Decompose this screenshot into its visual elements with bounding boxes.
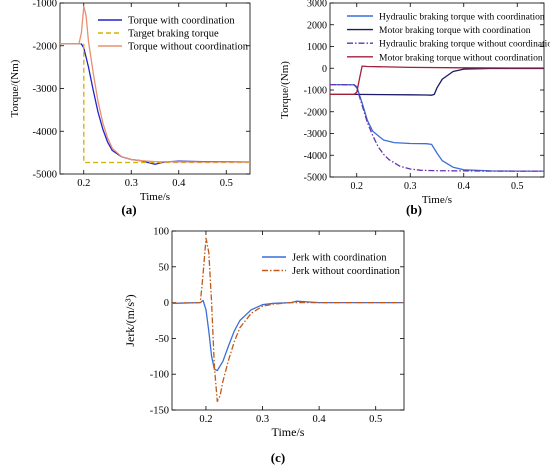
chart-a: 0.2 0.3 0.4 0.5 -5000 -4000 -3000 -2000 -1000 Tim… [9, 0, 251, 203]
series-line-3 [60, 5, 250, 163]
legend-label: Hydraulic braking torque with coordinati… [379, 13, 545, 23]
legend-label: Motor braking torque without coordinatio… [379, 53, 543, 63]
y-tick-label: 0 [322, 64, 327, 75]
y-tick-label: -3000 [304, 129, 327, 140]
x-tick-label: 0.3 [404, 181, 417, 192]
series-line-2 [60, 42, 250, 164]
y-axis-label: Torque/(Nm) [279, 61, 291, 119]
y-tick-label: -4000 [33, 127, 58, 138]
x-axis-label: Time/s [140, 191, 170, 203]
series-line-3 [330, 83, 544, 172]
x-tick-label: 0.4 [313, 414, 327, 425]
legend-label: Torque with coordination [128, 16, 235, 27]
panel-label-a: (a) [121, 202, 136, 217]
series-line-1 [172, 299, 404, 372]
x-axis-label: Time/s [272, 425, 305, 439]
y-tick-label: 0 [164, 298, 169, 309]
legend-label: Hydraulic braking torque without coordin… [379, 40, 550, 50]
y-tick-label: -1000 [304, 86, 327, 97]
y-tick-label: 1000 [307, 42, 327, 53]
panel-label-c: (c) [271, 450, 285, 465]
x-tick-label: 0.4 [458, 181, 471, 192]
x-tick-label: 0.3 [256, 414, 269, 425]
x-tick-label: 0.3 [125, 178, 138, 189]
legend-label: Motor braking torque with coordination [379, 26, 531, 36]
x-tick-label: 0.2 [351, 181, 364, 192]
y-tick-label: -5000 [33, 170, 58, 181]
plot-frame [171, 230, 405, 411]
y-tick-label: -5000 [304, 173, 327, 184]
x-tick-label: 0.4 [172, 178, 186, 189]
y-tick-label: -50 [155, 334, 169, 345]
y-tick-label: -1000 [33, 0, 58, 10]
y-tick-label: -2000 [33, 41, 58, 52]
series-line-1 [60, 42, 250, 165]
y-axis-label: Jerk/(m/s³) [123, 294, 137, 346]
series-line-2 [330, 67, 544, 96]
legend-label: Torque without coordination [128, 42, 249, 53]
y-tick-label: -150 [150, 406, 169, 417]
series-line-4 [330, 65, 544, 96]
legend-label: Jerk without coordination [292, 266, 401, 277]
y-axis-label: Torque/(Nm) [9, 59, 21, 117]
y-tick-label: 50 [159, 262, 170, 273]
y-tick-label: -4000 [304, 151, 327, 162]
legend-label: Jerk with coordination [292, 253, 387, 264]
x-tick-label: 0.2 [199, 414, 212, 425]
y-tick-label: -2000 [304, 107, 327, 118]
x-tick-label: 0.5 [220, 178, 233, 189]
y-tick-label: 2000 [307, 20, 327, 31]
y-tick-label: -3000 [33, 84, 58, 95]
x-tick-label: 0.5 [369, 414, 382, 425]
chart-b: 0.2 0.3 0.4 0.5 -5000 -4000 -3000 -2000 -1000 0 10… [279, 0, 550, 206]
x-tick-label: 0.5 [511, 181, 524, 192]
chart-c: 0.2 0.3 0.4 0.5 -150 -100 -50 0 50 100 Time/s Jerk/… [123, 227, 405, 439]
panel-label-b: (b) [406, 202, 422, 217]
y-tick-label: 100 [153, 227, 169, 238]
series-line-1 [330, 83, 544, 172]
y-tick-label: 3000 [307, 0, 327, 10]
x-tick-label: 0.2 [77, 178, 90, 189]
y-tick-label: -100 [150, 370, 169, 381]
series-line-2 [172, 237, 404, 403]
x-axis-label: Time/s [422, 194, 452, 206]
legend-label: Target braking torque [128, 29, 219, 40]
